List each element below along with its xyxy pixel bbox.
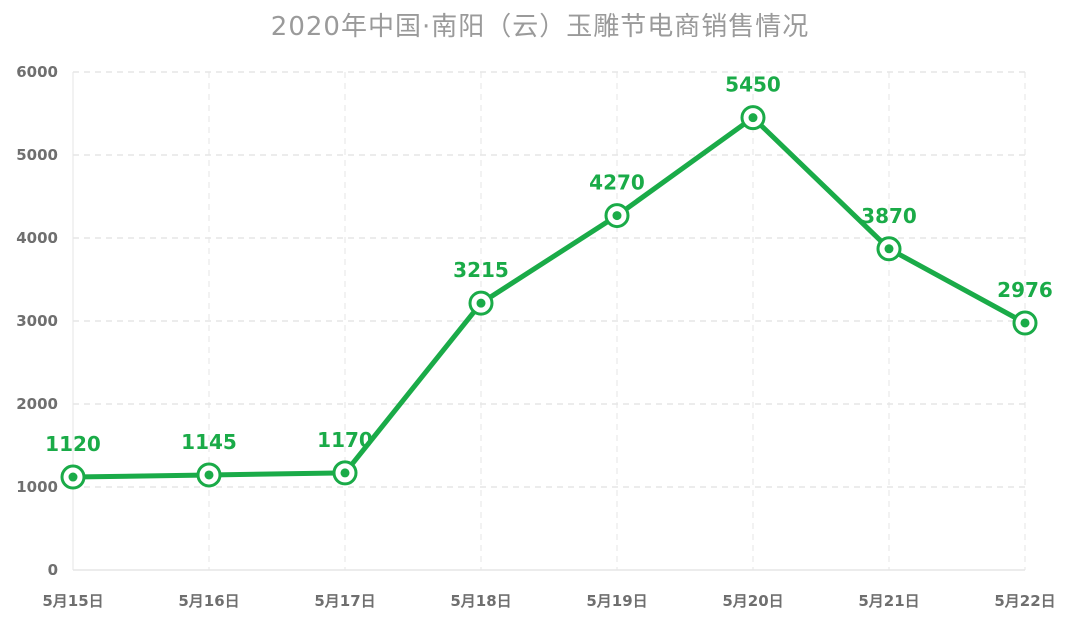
y-tick-label: 5000	[16, 146, 58, 164]
x-tick-label: 5月21日	[858, 592, 919, 610]
x-tick-label: 5月22日	[994, 592, 1055, 610]
data-point-dot	[748, 113, 758, 123]
x-tick-label: 5月15日	[42, 592, 103, 610]
x-tick-label: 5月18日	[450, 592, 511, 610]
data-point-dot	[612, 211, 622, 221]
data-label: 1120	[45, 432, 101, 456]
data-point-dot	[204, 470, 214, 480]
x-tick-label: 5月19日	[586, 592, 647, 610]
data-point-dot	[1020, 318, 1030, 328]
y-tick-label: 4000	[16, 229, 58, 247]
data-label: 2976	[997, 278, 1053, 302]
data-label: 3870	[861, 204, 917, 228]
y-tick-label: 0	[48, 561, 58, 579]
data-label: 4270	[589, 171, 645, 195]
data-point-dot	[884, 244, 894, 254]
y-tick-label: 6000	[16, 63, 58, 81]
x-tick-label: 5月16日	[178, 592, 239, 610]
data-label: 1170	[317, 428, 373, 452]
y-tick-label: 1000	[16, 478, 58, 496]
data-label: 3215	[453, 258, 509, 282]
data-label: 5450	[725, 73, 781, 97]
x-tick-label: 5月17日	[314, 592, 375, 610]
y-tick-label: 2000	[16, 395, 58, 413]
data-point-dot	[476, 298, 486, 308]
chart-title: 2020年中国·南阳（云）玉雕节电商销售情况	[270, 12, 810, 42]
data-point-dot	[340, 468, 350, 478]
series-line	[70, 115, 1028, 480]
y-tick-label: 3000	[16, 312, 58, 330]
x-tick-label: 5月20日	[722, 592, 783, 610]
data-label: 1145	[181, 430, 237, 454]
data-point-dot	[68, 472, 78, 482]
